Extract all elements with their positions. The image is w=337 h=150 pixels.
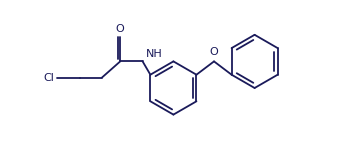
Text: NH: NH: [145, 49, 162, 59]
Text: Cl: Cl: [43, 72, 54, 83]
Text: O: O: [210, 46, 218, 57]
Text: O: O: [116, 24, 125, 34]
